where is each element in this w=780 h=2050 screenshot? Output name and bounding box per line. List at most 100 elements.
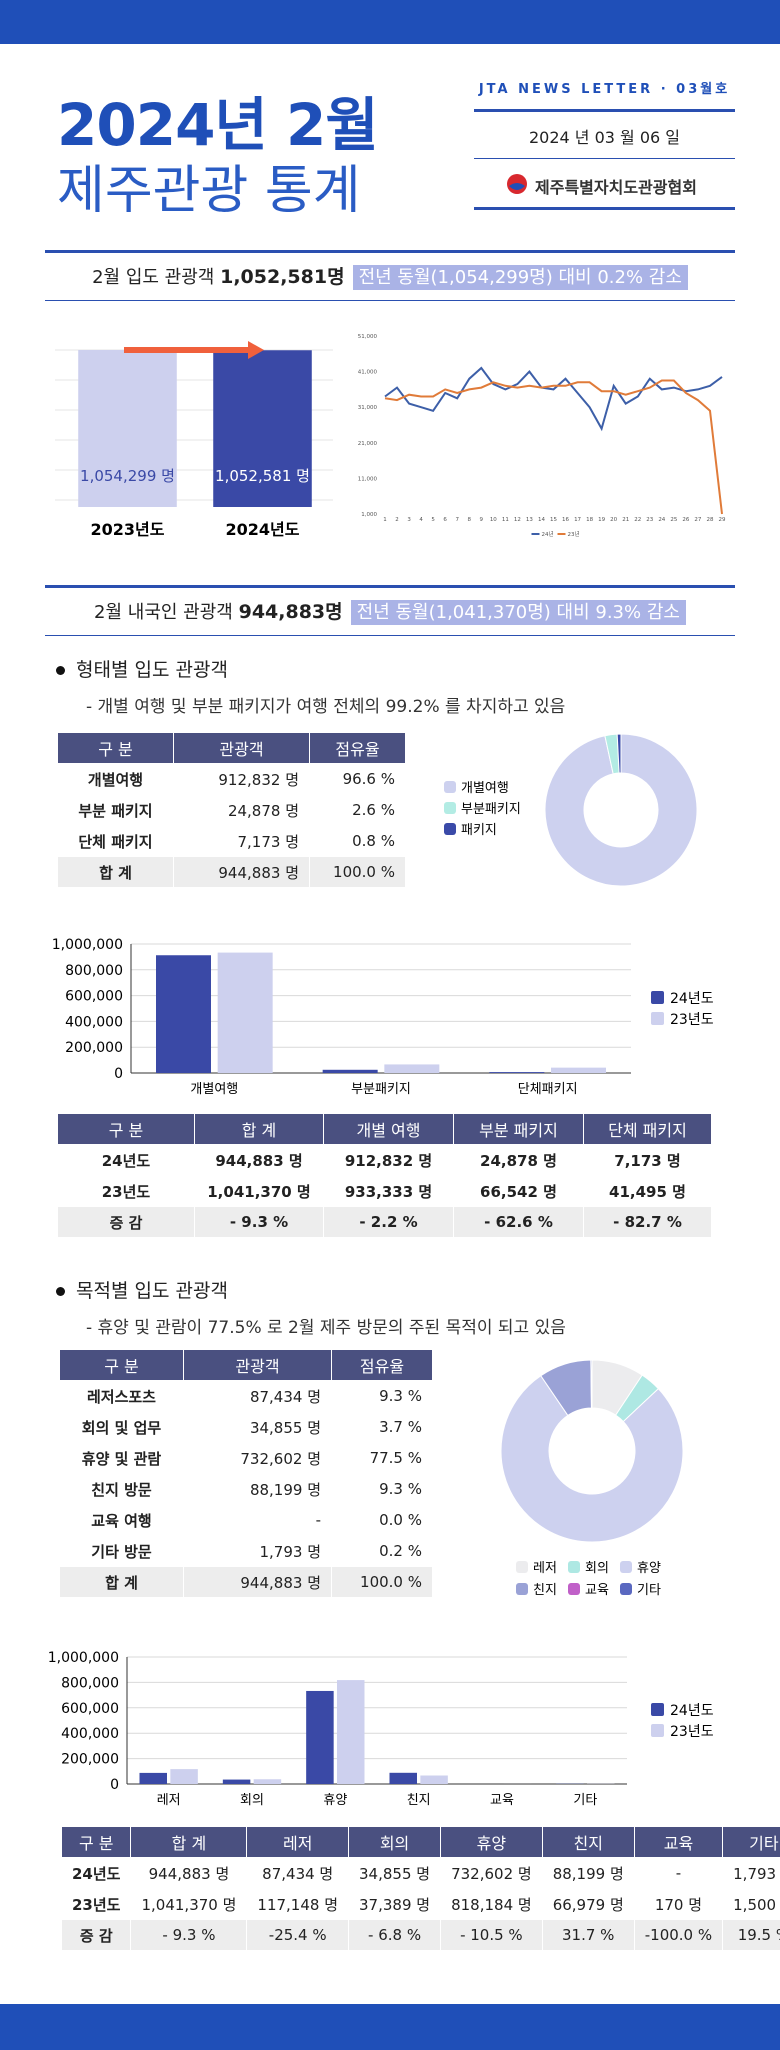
cell: 증 감	[57, 1206, 195, 1238]
cell: 0.0 %	[331, 1504, 433, 1536]
x-tick-label: 10	[490, 517, 497, 523]
x-tick-label: 19	[598, 517, 605, 523]
newsletter: JTA NEWS LETTER · 03월호	[478, 82, 731, 97]
table-row: 구 분 관광객 점유율	[59, 1349, 433, 1381]
cell: 증 감	[60, 1919, 132, 1951]
cell: 34,855 명	[183, 1411, 332, 1443]
header-cell: 점유율	[331, 1349, 433, 1381]
cell: 944,883 명	[130, 1857, 248, 1889]
header-cell: 휴양	[440, 1826, 543, 1858]
y-tick-label: 400,000	[65, 1014, 123, 1030]
x-tick-label: 13	[526, 517, 533, 523]
line	[384, 366, 723, 432]
cell: 부분 패키지	[57, 794, 174, 826]
cell: 3.7 %	[331, 1411, 433, 1443]
summary: 2월 입도 관광객 1,052,581명 전년 동월(1,054,299명) 대비…	[45, 262, 735, 293]
section-title: 목적별 입도 관광객	[76, 1280, 228, 1302]
rule	[474, 207, 735, 210]
x-tick-label: 15	[550, 517, 557, 523]
cell: 1,793 명	[183, 1535, 332, 1567]
legend-label: 24년도	[670, 991, 714, 1007]
bar	[170, 1769, 198, 1784]
legend-label: 24년	[542, 530, 554, 538]
cell: 96.6 %	[309, 763, 406, 795]
table-row: 증 감- 9.3 % -25.4 % - 6.8 % - 10.5 % 31.7 % -1…	[60, 1919, 780, 1951]
header-cell: 친지	[541, 1826, 635, 1858]
y-tick-label: 0	[114, 1066, 123, 1082]
legend-label: 휴양	[637, 1561, 661, 1576]
cell: 23년도	[57, 1175, 195, 1207]
bar	[78, 350, 177, 507]
legend-swatch	[444, 781, 456, 793]
legend-label: 개별여행	[461, 780, 509, 796]
legend-swatch	[651, 1724, 664, 1737]
cell: 1,041,370 명	[194, 1175, 324, 1207]
bar	[222, 1779, 251, 1784]
cell: 기타 방문	[59, 1535, 184, 1567]
y-tick-label: 600,000	[65, 989, 123, 1005]
table: 구 분 관광객 점유율 개별여행 912,832 명 96.6 % 부분 패키지 24,878…	[57, 732, 406, 888]
title-line2: 제주관광 통계	[57, 161, 361, 221]
table-row: 회의 및 업무 34,855 명 3.7 %	[59, 1411, 433, 1443]
cell: - 62.6 %	[453, 1206, 584, 1238]
cell: 41,495 명	[583, 1175, 712, 1207]
legend-swatch	[620, 1561, 632, 1573]
summary-note: 전년 동월(1,054,299명) 대비 0.2% 감소	[352, 265, 688, 290]
x-tick-label: 27	[694, 517, 701, 523]
x-tick-label: 5	[431, 517, 435, 523]
cell: 0.8 %	[309, 825, 406, 857]
cell: 9.3 %	[331, 1380, 433, 1412]
section-title: 형태별 입도 관광객	[76, 659, 228, 681]
cell: 732,602 명	[183, 1442, 332, 1474]
x-tick-label: 9	[480, 517, 484, 523]
x-tick-label: 17	[574, 517, 581, 523]
cell: 7,173 명	[583, 1144, 712, 1176]
header-cell: 구 분	[57, 732, 174, 764]
legend-swatch	[444, 802, 456, 814]
cell: 66,979 명	[541, 1888, 635, 1920]
header-cell: 구 분	[57, 1113, 195, 1145]
cell: 944,883 명	[194, 1144, 324, 1176]
rule	[45, 635, 735, 636]
header-cell: 관광객	[183, 1349, 332, 1381]
table-row: 합 계 944,883 명 100.0 %	[57, 856, 406, 888]
y-tick-label: 200,000	[65, 1040, 123, 1056]
cell: 87,434 명	[183, 1380, 332, 1412]
date: 2024 년 03 월 06 일	[528, 128, 681, 147]
bar	[217, 952, 273, 1073]
org-name: 제주특별자치도관광협회	[535, 178, 697, 197]
legend-label: 23년도	[670, 1724, 714, 1740]
legend-swatch	[516, 1561, 528, 1573]
rule	[45, 300, 735, 301]
table-row: 합 계 944,883 명 100.0 %	[59, 1566, 433, 1598]
legend-label: 교육	[585, 1583, 609, 1598]
cell: 24,878 명	[173, 794, 310, 826]
y-tick-label: 11,000	[358, 476, 378, 482]
x-tick-label: 11	[502, 517, 509, 523]
legend-label: 24년도	[670, 1703, 714, 1719]
donut-slice	[500, 1375, 684, 1543]
y-tick-label: 200,000	[61, 1752, 119, 1768]
rule	[45, 250, 735, 253]
x-tick-label: 26	[682, 517, 689, 523]
table: 구 분 관광객 점유율 레저스포츠 87,434 명 9.3 % 회의 및 업무 34,855…	[59, 1349, 433, 1598]
cell: 합 계	[59, 1566, 184, 1598]
cell: 19.5 %	[722, 1919, 780, 1951]
cell: 944,883 명	[173, 856, 310, 888]
summary-value: 944,883명	[238, 601, 343, 623]
bullet	[56, 666, 65, 675]
header-cell: 합 계	[130, 1826, 248, 1858]
section-desc: - 개별 여행 및 부분 패키지가 여행 전체의 99.2% 를 차지하고 있음	[86, 697, 566, 717]
legend-label: 회의	[585, 1561, 609, 1576]
x-tick-label: 25	[670, 517, 677, 523]
bar-backdrop	[55, 349, 333, 501]
x-tick-label: 7	[455, 517, 459, 523]
cell: 7,173 명	[173, 825, 310, 857]
section-desc: - 휴양 및 관람이 77.5% 로 2월 제주 방문의 주된 목적이 되고 있…	[86, 1318, 566, 1338]
cell: 회의 및 업무	[59, 1411, 184, 1443]
summary-value: 1,052,581명	[220, 266, 345, 288]
legend-label: 부분패키지	[461, 802, 521, 817]
cell: - 82.7 %	[583, 1206, 712, 1238]
cell: 0.2 %	[331, 1535, 433, 1567]
table-row: 부분 패키지 24,878 명 2.6 %	[57, 794, 406, 826]
